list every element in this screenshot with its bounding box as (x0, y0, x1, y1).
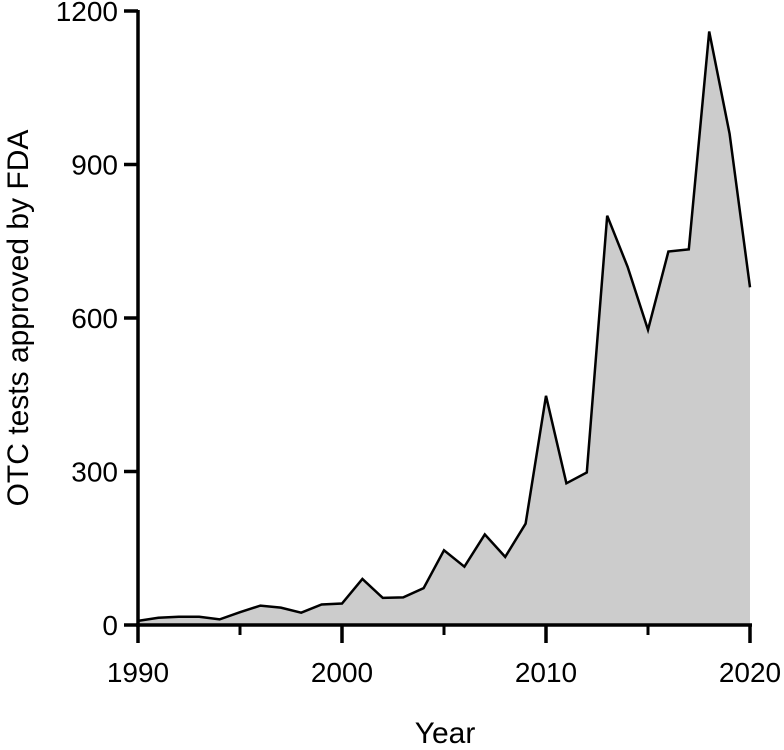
ticks: 0 300 600 900 1200 1990 2000 2010 2020 (56, 0, 781, 688)
y-tick-label-0: 0 (102, 610, 118, 641)
y-tick-label-1200: 1200 (56, 0, 118, 27)
y-tick-label-300: 300 (71, 457, 118, 488)
area-fill-0 (138, 31, 750, 625)
area-layer (137, 31, 752, 625)
x-axis-title: Year (415, 717, 476, 750)
y-tick-label-900: 900 (71, 150, 118, 181)
x-tick-label-2010: 2010 (515, 657, 577, 688)
x-tick-label-2020: 2020 (719, 657, 781, 688)
series-line-0 (137, 31, 752, 623)
y-tick-label-600: 600 (71, 303, 118, 334)
x-tick-label-2000: 2000 (311, 657, 373, 688)
y-axis-title: OTC tests approved by FDA (2, 130, 35, 507)
x-tick-label-1990: 1990 (107, 657, 169, 688)
